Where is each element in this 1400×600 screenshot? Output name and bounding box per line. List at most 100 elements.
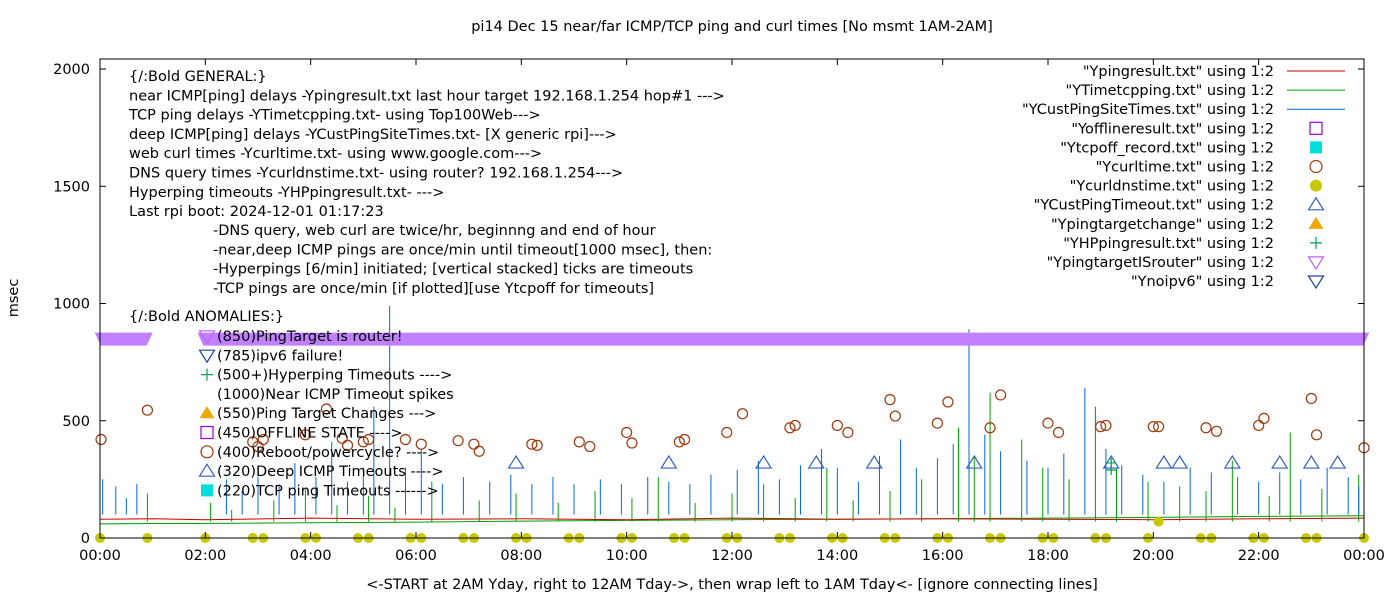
curl-time-point — [1095, 421, 1107, 433]
legend-label: "YCustPingTimeout.txt" using 1:2 — [1034, 198, 1274, 214]
legend-marker — [1310, 236, 1322, 249]
deep-ping-timeout-point — [507, 454, 525, 469]
y-tick-label: 2000 — [53, 62, 90, 78]
annotation-line: near ICMP[ping] delays -Ypingresult.txt … — [129, 88, 725, 104]
anomaly-marker — [198, 330, 216, 345]
annotation-note: -Hyperpings [6/min] initiated; [vertical… — [213, 262, 693, 278]
curl-time-point — [399, 433, 412, 446]
curl-time-point — [573, 436, 585, 448]
chart-title: pi14 Dec 15 near/far ICMP/TCP ping and c… — [471, 19, 993, 35]
curl-time-point — [884, 394, 896, 406]
legend-marker — [1307, 256, 1325, 271]
curl-time-point — [1258, 412, 1270, 425]
legend-marker — [1310, 179, 1322, 192]
hyperping-timeout-point — [1106, 464, 1117, 475]
curl-time-point — [678, 433, 691, 446]
curl-time-point — [784, 422, 796, 434]
anomaly-label: (450)OFFLINE STATE ----> — [217, 426, 403, 442]
legend-marker — [1307, 196, 1325, 211]
router-band — [197, 332, 1370, 346]
y-tick-label: 1000 — [53, 297, 90, 313]
x-tick-label: 02:00 — [184, 548, 226, 564]
curl-time-point — [984, 422, 996, 434]
annotation-line: Last rpi boot: 2024-12-01 01:17:23 — [129, 204, 384, 220]
anomaly-marker — [200, 445, 214, 459]
x-tick-label: 16:00 — [922, 548, 964, 564]
anomalies-heading: {/:Bold ANOMALIES:} — [129, 309, 284, 325]
legend-label: "YTimetcpping.txt" using 1:2 — [1066, 83, 1274, 99]
x-tick-label: 18:00 — [1027, 548, 1069, 564]
legend-label: "YHPpingresult.txt" using 1:2 — [1063, 236, 1274, 252]
annotation-line: Hyperping timeouts -YHPpingresult.txt- -… — [129, 185, 444, 201]
curl-time-point — [721, 426, 733, 439]
curl-time-point — [942, 396, 954, 408]
curl-time-point — [1310, 429, 1323, 441]
anomalies: {/:Bold ANOMALIES:} (850)PingTarget is ro… — [129, 309, 454, 499]
annotation-line: web curl times -Ycurltime.txt- using www… — [129, 146, 542, 162]
curl-time-point — [842, 426, 854, 439]
curl-time-point — [363, 433, 375, 446]
legend-label: "Ypingtargetchange" using 1:2 — [1051, 217, 1274, 233]
anomaly-label: (320)Deep ICMP Timeouts ----> — [217, 464, 444, 480]
deep-ping-timeout-point — [755, 454, 773, 469]
anomaly-marker — [198, 349, 216, 364]
x-tick-label: 00:00 — [1343, 548, 1385, 564]
curl-time-point — [320, 403, 333, 415]
y-axis-label: msec — [6, 279, 22, 318]
curl-time-point — [1152, 421, 1165, 433]
curl-time-point — [621, 426, 633, 439]
legend-label: "YpingtargetISrouter" using 1:2 — [1047, 255, 1274, 271]
legend-label: "Yofflineresult.txt" using 1:2 — [1071, 121, 1274, 137]
legend-label: "Ycurltime.txt" using 1:2 — [1096, 160, 1274, 176]
data-layer — [94, 305, 1370, 543]
annotation-note: -near,deep ICMP pings are once/min until… — [213, 242, 712, 258]
anomaly-label: (785)ipv6 failure! — [217, 348, 343, 364]
curl-time-point — [526, 438, 538, 450]
deep-ping-timeout-point — [1302, 454, 1320, 469]
y-tick-label: 1500 — [53, 179, 90, 195]
curl-time-point — [1253, 419, 1265, 432]
annotation-line: deep ICMP[ping] delays -YCustPingSiteTim… — [129, 127, 617, 143]
y-tick-label: 500 — [62, 414, 90, 430]
curl-time-point — [626, 437, 638, 449]
y-tick-label: 0 — [81, 531, 90, 547]
annotation-line: DNS query times -Ycurldnstime.txt- using… — [129, 166, 623, 182]
legend-label: "Ynoipv6" using 1:2 — [1131, 274, 1274, 290]
curl-time-point — [452, 435, 464, 447]
deep-ping-timeout-point — [1171, 454, 1189, 469]
curl-time-point — [1100, 419, 1112, 432]
curl-time-point — [1147, 421, 1159, 433]
annotations: {/:Bold GENERAL:} near ICMP[ping] delays … — [128, 69, 725, 297]
curl-time-point — [299, 429, 311, 441]
legend-label: "Ytcpoff_record.txt" using 1:2 — [1060, 140, 1274, 156]
x-tick-label: 12:00 — [711, 548, 753, 564]
deep-ping-timeout-point — [807, 454, 825, 469]
legend-label: "Ypingresult.txt" using 1:2 — [1083, 64, 1274, 80]
curl-time-point — [531, 439, 543, 451]
anomaly-label: (400)Reboot/powercycle? ----> — [217, 445, 439, 461]
curl-time-point — [889, 410, 901, 422]
curl-time-point — [95, 433, 107, 446]
x-tick-label: 22:00 — [1238, 548, 1280, 564]
x-tick-label: 08:00 — [500, 548, 542, 564]
legend-label: "YCustPingSiteTimes.txt" using 1:2 — [1022, 102, 1274, 118]
x-tick-label: 20:00 — [1132, 548, 1174, 564]
curl-time-point — [931, 417, 944, 429]
anomaly-label: (220)TCP ping Timeouts ------> — [217, 483, 439, 499]
curl-time-point — [1305, 392, 1317, 405]
annotation-line: TCP ping delays -YTimetcpping.txt- using… — [128, 108, 541, 124]
anomaly-marker — [200, 425, 214, 440]
ticks-layer: 00:00 02:00 04:00 06:00 08:00 10:00 12:00 14:00… — [53, 59, 1385, 564]
deep-ping-timeout-point — [865, 454, 883, 469]
near-ping-line — [99, 517, 1365, 521]
x-tick-label: 10:00 — [606, 548, 648, 564]
curl-time-point — [257, 433, 269, 446]
curl-time-point — [1200, 422, 1212, 434]
x-tick-label: 06:00 — [395, 548, 437, 564]
x-tick-label: 04:00 — [290, 548, 332, 564]
curl-time-point — [736, 408, 749, 420]
x-tick-label: 00:00 — [79, 548, 121, 564]
legend-marker — [1309, 159, 1323, 174]
anomaly-marker — [201, 368, 213, 381]
curl-time-point — [673, 436, 685, 448]
